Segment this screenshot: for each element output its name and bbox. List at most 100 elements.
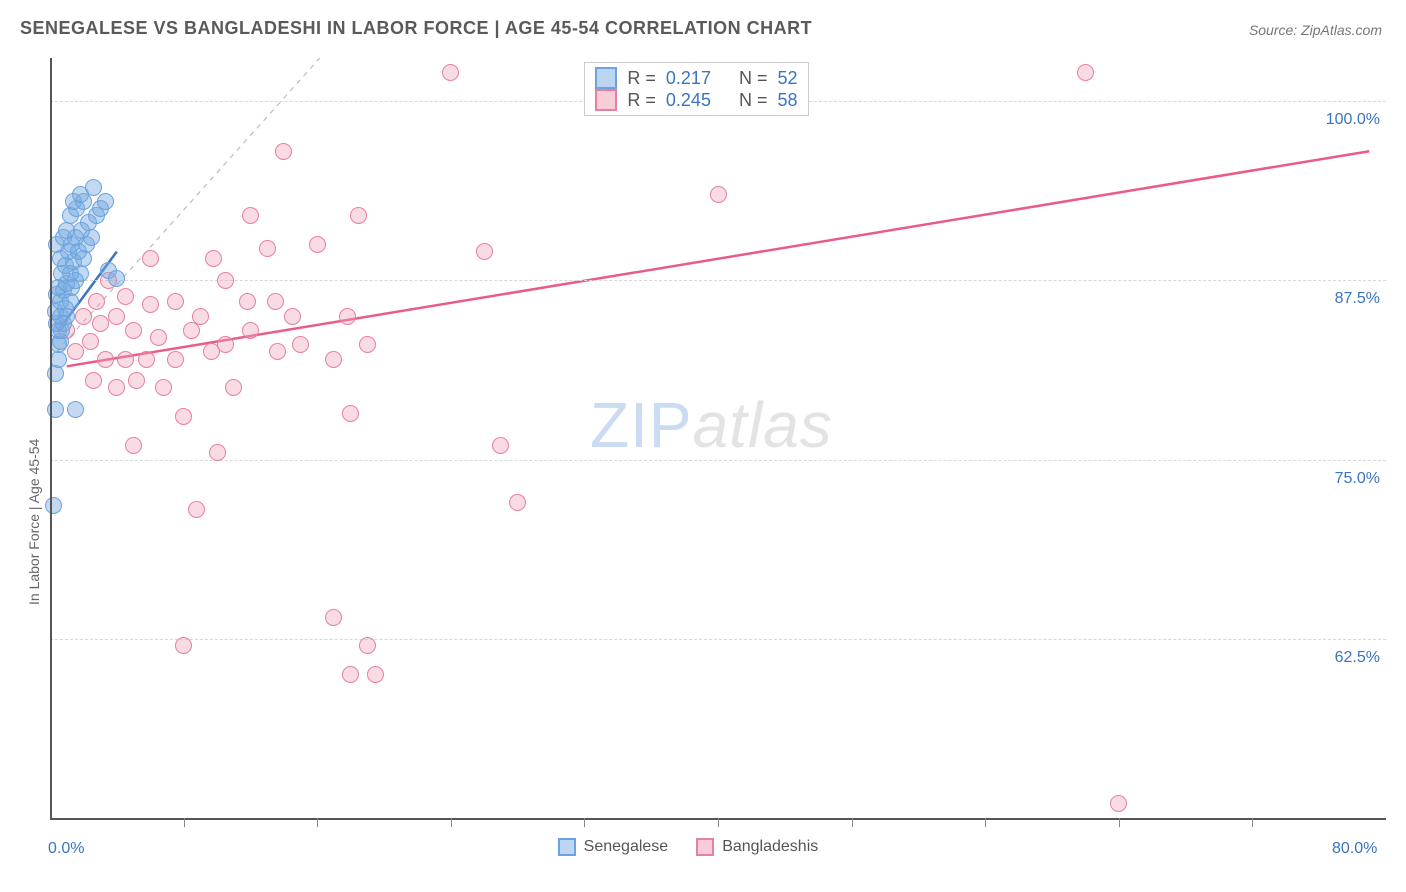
data-point-bangladeshis [217,272,234,289]
data-point-bangladeshis [339,308,356,325]
legend-n-label: N = [739,90,768,111]
x-tick [584,818,585,827]
data-point-bangladeshis [175,408,192,425]
data-point-bangladeshis [82,333,99,350]
data-point-bangladeshis [97,351,114,368]
legend-swatch [595,67,617,89]
data-point-senegalese [85,179,102,196]
data-point-bangladeshis [188,501,205,518]
data-point-bangladeshis [128,372,145,389]
y-tick-label: 75.0% [1300,470,1380,488]
x-axis-max-label: 80.0% [1332,840,1377,858]
data-point-bangladeshis [509,494,526,511]
x-tick [985,818,986,827]
legend-n-label: N = [739,68,768,89]
legend-r-label: R = [627,68,656,89]
data-point-bangladeshis [167,293,184,310]
data-point-bangladeshis [217,336,234,353]
data-point-bangladeshis [367,666,384,683]
data-point-bangladeshis [325,351,342,368]
data-point-senegalese [45,497,62,514]
x-tick [317,818,318,827]
data-point-bangladeshis [175,637,192,654]
data-point-bangladeshis [359,637,376,654]
x-tick [1252,818,1253,827]
x-tick [451,818,452,827]
gridline [50,460,1386,461]
data-point-bangladeshis [125,322,142,339]
plot-area: ZIPatlas [50,58,1386,818]
data-point-bangladeshis [117,351,134,368]
data-point-bangladeshis [242,207,259,224]
data-point-bangladeshis [242,322,259,339]
data-point-bangladeshis [359,336,376,353]
legend-r-value: 0.217 [666,68,711,89]
legend-swatch [558,838,576,856]
y-tick-label: 100.0% [1300,111,1380,129]
data-point-bangladeshis [88,293,105,310]
data-point-bangladeshis [309,236,326,253]
data-point-bangladeshis [492,437,509,454]
legend-series: Senegalese Bangladeshis [558,838,819,856]
data-point-bangladeshis [710,186,727,203]
data-point-bangladeshis [225,379,242,396]
data-point-bangladeshis [342,405,359,422]
data-point-bangladeshis [205,250,222,267]
legend-stat-row: R = 0.245 N = 58 [595,89,797,111]
data-point-bangladeshis [1077,64,1094,81]
data-point-bangladeshis [239,293,256,310]
data-point-bangladeshis [142,250,159,267]
data-point-bangladeshis [259,240,276,257]
legend-n-value: 52 [777,68,797,89]
x-tick [718,818,719,827]
data-point-bangladeshis [292,336,309,353]
data-point-bangladeshis [67,343,84,360]
data-point-bangladeshis [269,343,286,360]
gridline [50,280,1386,281]
legend-swatch [696,838,714,856]
data-point-bangladeshis [150,329,167,346]
data-point-senegalese [108,270,125,287]
y-axis-label: In Labor Force | Age 45-54 [26,439,42,605]
chart-svg-overlay [50,58,1386,818]
legend-stat-row: R = 0.217 N = 52 [595,67,797,89]
legend-series-label: Senegalese [584,838,669,856]
data-point-bangladeshis [138,351,155,368]
chart-title: SENEGALESE VS BANGLADESHI IN LABOR FORCE… [20,18,812,39]
data-point-bangladeshis [476,243,493,260]
gridline [50,639,1386,640]
data-point-bangladeshis [1110,795,1127,812]
data-point-bangladeshis [192,308,209,325]
correlation-chart: SENEGALESE VS BANGLADESHI IN LABOR FORCE… [0,0,1406,892]
x-tick [1119,818,1120,827]
legend-swatch [595,89,617,111]
y-axis-line [50,58,52,818]
data-point-bangladeshis [117,288,134,305]
legend-r-label: R = [627,90,656,111]
legend-series-label: Bangladeshis [722,838,818,856]
watermark: ZIPatlas [590,388,833,462]
data-point-bangladeshis [75,308,92,325]
data-point-bangladeshis [442,64,459,81]
data-point-bangladeshis [284,308,301,325]
data-point-bangladeshis [142,296,159,313]
legend-statistics: R = 0.217 N = 52 R = 0.245 N = 58 [584,62,808,116]
data-point-bangladeshis [267,293,284,310]
data-point-bangladeshis [108,379,125,396]
legend-r-value: 0.245 [666,90,711,111]
data-point-bangladeshis [275,143,292,160]
data-point-bangladeshis [108,308,125,325]
data-point-bangladeshis [167,351,184,368]
data-point-senegalese [50,351,67,368]
data-point-senegalese [97,193,114,210]
legend-series-item: Senegalese [558,838,669,856]
data-point-bangladeshis [125,437,142,454]
y-tick-label: 62.5% [1300,649,1380,667]
y-tick-label: 87.5% [1300,290,1380,308]
data-point-bangladeshis [209,444,226,461]
data-point-bangladeshis [92,315,109,332]
legend-n-value: 58 [777,90,797,111]
chart-source: Source: ZipAtlas.com [1249,22,1382,38]
data-point-bangladeshis [155,379,172,396]
data-point-bangladeshis [325,609,342,626]
